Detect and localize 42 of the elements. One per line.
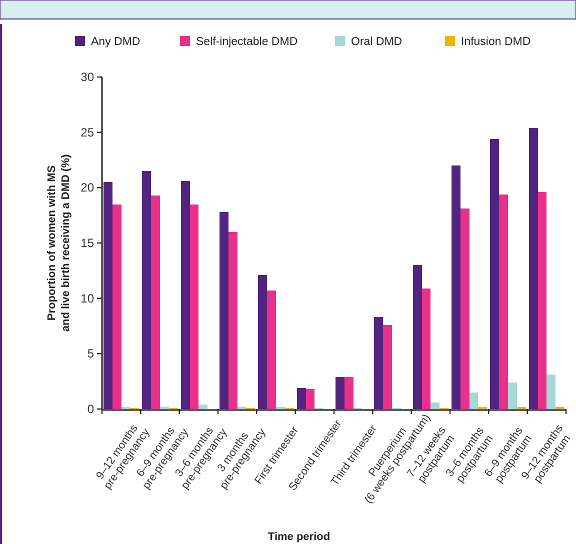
bar: [528, 128, 538, 409]
bar: [198, 404, 208, 409]
bar: [422, 288, 431, 409]
bar: [452, 166, 460, 409]
bar: [267, 290, 276, 409]
bar: [490, 138, 500, 409]
bar: [142, 171, 152, 409]
bar: [546, 374, 556, 409]
legend-label: Any DMD: [91, 36, 140, 48]
bar: [306, 389, 315, 409]
y-tick-label: 10: [80, 291, 94, 306]
bar: [258, 275, 268, 409]
bar: [296, 388, 306, 409]
bar: [344, 376, 354, 409]
y-tick-label: 20: [80, 180, 94, 195]
legend-label: Oral DMD: [351, 36, 402, 48]
y-tick-label: 5: [87, 346, 94, 361]
bar: [508, 382, 517, 409]
legend-label: Infusion DMD: [461, 36, 531, 48]
y-tick-label: 25: [80, 125, 94, 140]
legend-label: Self-injectable DMD: [196, 36, 298, 48]
bar: [220, 212, 228, 409]
bar: [538, 192, 547, 409]
bar: [499, 194, 508, 409]
y-tick-label: 0: [87, 402, 94, 416]
x-axis-title: Time period: [268, 531, 330, 543]
bar: [374, 317, 384, 409]
bar: [112, 204, 122, 409]
y-tick-label: 15: [80, 236, 94, 250]
bar: [460, 208, 470, 409]
bar: [228, 232, 238, 409]
bar: [180, 181, 190, 409]
bar: [383, 324, 392, 409]
bar: [104, 182, 112, 409]
y-axis-title: Proportion of women with MS and live birth receiving a DMD (%): [46, 154, 72, 332]
bar: [469, 392, 478, 409]
bar: [151, 195, 160, 409]
bar: [412, 265, 422, 409]
bar: [190, 204, 199, 409]
y-tick-label: 30: [80, 70, 94, 84]
bar: [430, 402, 440, 409]
bar: [336, 376, 344, 409]
